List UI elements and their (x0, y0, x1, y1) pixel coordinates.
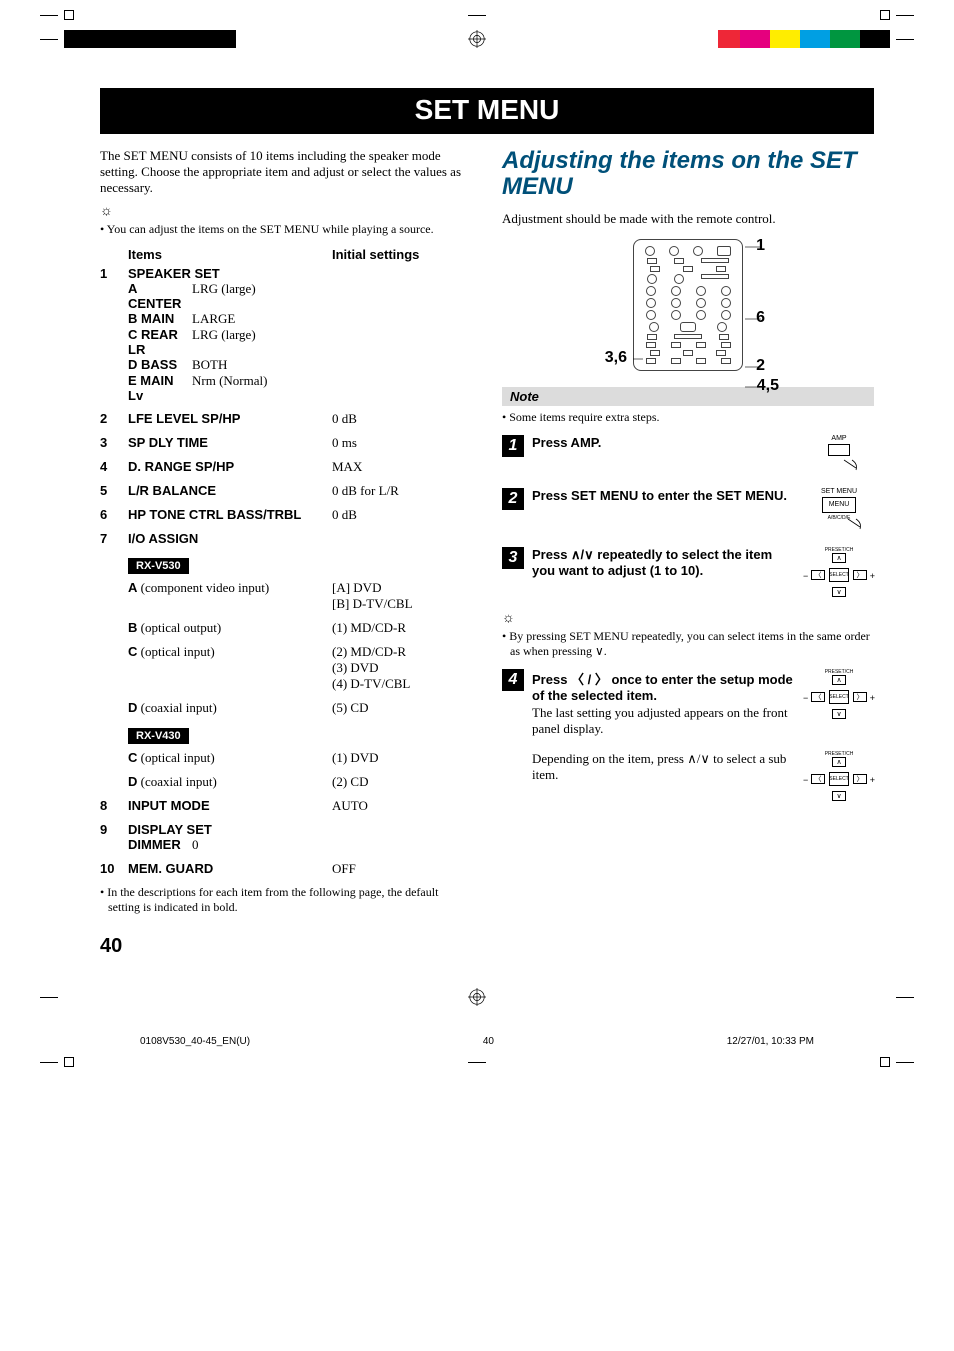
step4-body: The last setting you adjusted appears on… (532, 705, 796, 737)
step3-icon: PRESET/CH ∧∨〈〉 SELECT +− (804, 547, 874, 597)
callout-1: 1 (756, 237, 765, 255)
step4b-icon: PRESET/CH ∧∨〈〉 SELECT +− (804, 751, 874, 801)
settings-row: 1SPEAKER SETA CENTERLRG (large)B MAINLAR… (100, 266, 472, 403)
tip-bullet-2: • By pressing SET MENU repeatedly, you c… (502, 629, 874, 659)
step1-icon: AMP (804, 435, 874, 474)
callout-6: 6 (756, 309, 765, 327)
settings-row: 6HP TONE CTRL BASS/TRBL0 dB (100, 507, 472, 523)
print-marks-top (0, 0, 954, 30)
step2-title: Press SET MENU to enter the SET MENU. (532, 488, 796, 503)
step-number-2: 2 (502, 488, 524, 510)
right-column: Adjusting the items on the SET MENU Adju… (502, 148, 874, 915)
io-row: A (component video input)[A] DVD[B] D-TV… (128, 580, 472, 612)
note-heading: Note (502, 387, 874, 406)
footer-file: 0108V530_40-45_EN(U) (140, 1036, 250, 1047)
page-title: SET MENU (100, 88, 874, 134)
settings-row: 4D. RANGE SP/HPMAX (100, 459, 472, 475)
callout-2: 2 (756, 357, 765, 375)
settings-row: 3SP DLY TIME0 ms (100, 435, 472, 451)
remote-outline (633, 239, 743, 371)
io-row: C (optical input)(1) DVD (128, 750, 472, 766)
step4-title: Press 〈 / 〉 once to enter the setup mode… (532, 669, 796, 703)
step-number-3: 3 (502, 547, 524, 569)
step-number-1: 1 (502, 435, 524, 457)
col-items: Items (128, 247, 332, 262)
footer-meta: 0108V530_40-45_EN(U) 40 12/27/01, 10:33 … (0, 1006, 954, 1047)
settings-row: 8INPUT MODEAUTO (100, 798, 472, 814)
step3-title: Press ∧/∨ repeatedly to select the item … (532, 547, 796, 578)
step-number-4: 4 (502, 669, 524, 691)
col-initial: Initial settings (332, 247, 472, 262)
intro-text: The SET MENU consists of 10 items includ… (100, 148, 472, 196)
io-row: B (optical output)(1) MD/CD-R (128, 620, 472, 636)
settings-row: 5L/R BALANCE0 dB for L/R (100, 483, 472, 499)
tip-icon: ☼ (100, 204, 472, 220)
left-color-bar (64, 30, 236, 48)
callout-36: 3,6 (595, 349, 627, 367)
print-marks-middle (0, 978, 954, 1006)
footer-page: 40 (483, 1036, 494, 1047)
select-label: SELECT (829, 568, 849, 582)
footer-date: 12/27/01, 10:33 PM (727, 1036, 814, 1047)
setmenu-label: SET MENU (804, 488, 874, 495)
callout-45: 4,5 (757, 377, 779, 395)
settings-row: 2LFE LEVEL SP/HP0 dB (100, 411, 472, 427)
step4-body2: Depending on the item, press ∧/∨ to sele… (532, 751, 796, 783)
io-row: D (coaxial input)(5) CD (128, 700, 472, 716)
tip-bullet: • You can adjust the items on the SET ME… (100, 222, 472, 237)
note-bullet: • Some items require extra steps. (502, 410, 874, 425)
step-2: 2 Press SET MENU to enter the SET MENU. … (502, 488, 874, 533)
select-label-2: SELECT (829, 690, 849, 704)
model-badge-530: RX-V530 (128, 558, 189, 574)
menu-button: MENU (822, 497, 856, 513)
settings-row: 10MEM. GUARDOFF (100, 861, 472, 877)
select-label-3: SELECT (829, 772, 849, 786)
step4-icon: PRESET/CH ∧∨〈〉 SELECT +− (804, 669, 874, 737)
settings-table-header: Items Initial settings (100, 247, 472, 262)
settings-row: 9DISPLAY SETDIMMER0 (100, 822, 472, 853)
left-column: The SET MENU consists of 10 items includ… (100, 148, 472, 915)
step1-title: Press AMP. (532, 435, 796, 450)
remote-diagram: 3,6 1 (502, 239, 874, 371)
io-row: C (optical input)(2) MD/CD-R(3) DVD(4) D… (128, 644, 472, 692)
io-row: D (coaxial input)(2) CD (128, 774, 472, 790)
registration-mark-icon-2 (468, 988, 486, 1006)
step-4: 4 Press 〈 / 〉 once to enter the setup mo… (502, 669, 874, 737)
right-color-bar (718, 30, 890, 48)
right-intro: Adjustment should be made with the remot… (502, 211, 874, 227)
step-1: 1 Press AMP. AMP (502, 435, 874, 474)
page-number: 40 (100, 935, 874, 958)
step-3: 3 Press ∧/∨ repeatedly to select the ite… (502, 547, 874, 597)
tip-icon-2: ☼ (502, 611, 874, 627)
settings-row: 7I/O ASSIGN (100, 531, 472, 546)
registration-mark-icon (468, 30, 486, 48)
model-badge-430: RX-V430 (128, 728, 189, 744)
step2-icon: SET MENU MENU A/B/C/D/E (804, 488, 874, 533)
print-color-bars (0, 30, 954, 58)
amp-label: AMP (804, 435, 874, 442)
footnote: • In the descriptions for each item from… (100, 885, 472, 915)
step-4b: Depending on the item, press ∧/∨ to sele… (502, 751, 874, 801)
section-heading: Adjusting the items on the SET MENU (502, 148, 874, 201)
print-marks-bottom (0, 1047, 954, 1077)
